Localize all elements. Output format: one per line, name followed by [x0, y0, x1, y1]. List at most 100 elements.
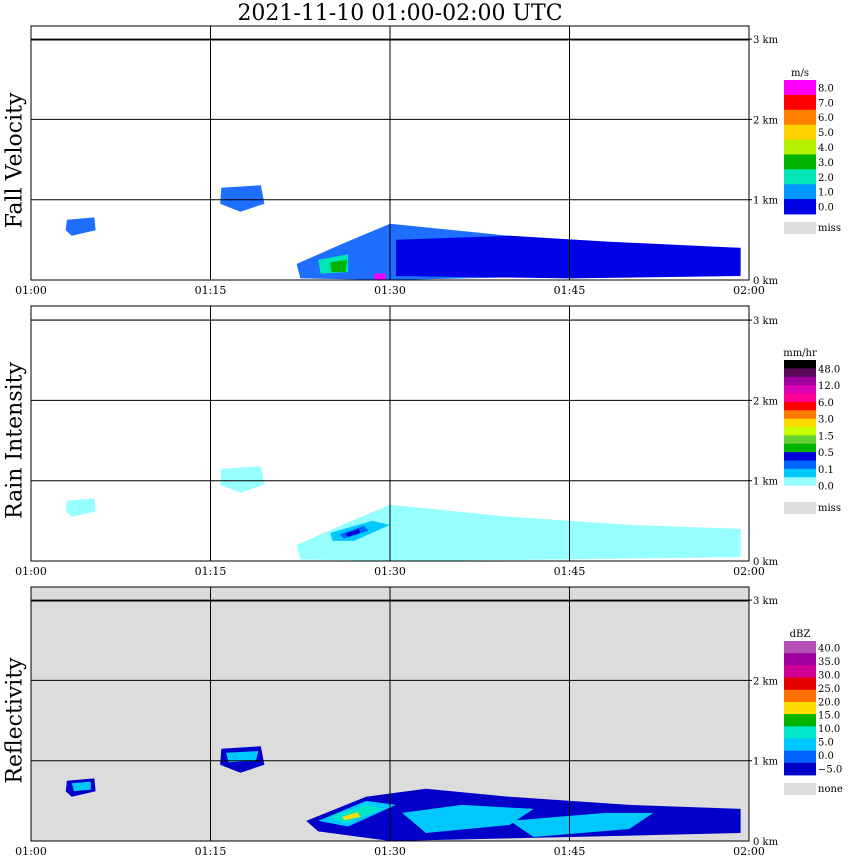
chart-title: 2021-11-10 01:00-02:00 UTC — [237, 1, 563, 26]
panel-3-colorbar-cell — [784, 750, 816, 764]
panel-2-colorbar-missing — [784, 502, 816, 514]
panel-3-xtick-0145: 01:45 — [554, 845, 586, 858]
panel-3-xtick-0130: 01:30 — [374, 845, 406, 858]
panel-1-colorbar-cell — [784, 139, 816, 155]
panel-3-colorbar-cell — [784, 714, 816, 727]
panel-3-xtick-0100: 01:00 — [15, 845, 47, 858]
panel-1-colorbar-missing — [784, 222, 816, 234]
panel-3-colorbar-level: 10.0 — [818, 724, 840, 735]
panel-1-ytick-0: 0 km — [753, 276, 779, 287]
panel-1-colorbar-cell — [784, 94, 816, 111]
panel-2-xtick-0145: 01:45 — [554, 565, 586, 578]
panel-2-xtick-0130: 01:30 — [374, 565, 406, 578]
panel-2-colorbar-cell — [784, 427, 816, 436]
panel-1-echo-1 — [65, 217, 96, 236]
panel-2-colorbar-level: 0.0 — [818, 482, 834, 493]
panel-2-colorbar-cell — [784, 435, 816, 445]
panel-3 — [30, 586, 816, 842]
panel-3-colorbar-level: 35.0 — [818, 657, 840, 668]
panel-1-colorbar-missing-label: miss — [818, 223, 841, 234]
panel-1-colorbar-cell — [784, 124, 816, 140]
panel-1-colorbar-level: 8.0 — [818, 83, 834, 94]
panel-3-echo-2 — [71, 781, 91, 792]
panel-1-colorbar-cell — [784, 154, 816, 170]
panel-2-colorbar-cell — [784, 468, 816, 478]
panel-2-colorbar-cell — [784, 410, 816, 420]
panel-3-colorbar-unit: dBZ — [790, 629, 811, 640]
panel-2-ytick-3: 3 km — [753, 316, 779, 327]
panel-2 — [30, 305, 816, 562]
panel-1-colorbar-cell — [784, 184, 816, 200]
panel-2-colorbar-level: 48.0 — [818, 364, 840, 375]
panel-2-xtick-0200: 02:00 — [733, 565, 765, 578]
panel-2-frame — [30, 305, 750, 562]
panel-3-ytick-0: 0 km — [753, 837, 779, 848]
panel-3-echo-8 — [509, 812, 654, 837]
panel-3-colorbar-cell — [784, 677, 816, 691]
panel-3-colorbar-level: 15.0 — [818, 711, 840, 722]
panel-2-colorbar-cell — [784, 360, 816, 369]
panel-1-xtick-0200: 02:00 — [733, 284, 765, 297]
panel-1-ytick-3: 3 km — [753, 35, 779, 46]
panel-1-xtick-0100: 01:00 — [15, 284, 47, 297]
panel-1-frame — [30, 25, 750, 281]
panel-2-colorbar-level: 3.0 — [818, 415, 834, 426]
panel-3-colorbar-level: 0.0 — [818, 751, 834, 762]
panel-1 — [30, 25, 816, 281]
panel-2-colorbar-level: 12.0 — [818, 381, 840, 392]
panel-2-echo-2 — [220, 466, 265, 493]
panel-2-colorbar-cell — [784, 401, 816, 411]
panel-3-colorbar-level: 25.0 — [818, 684, 840, 695]
panel-3-colorbar-cell — [784, 689, 816, 703]
panel-1-colorbar-level: 1.0 — [818, 188, 834, 199]
panel-2-colorbar-missing-label: miss — [818, 503, 841, 514]
panel-2-colorbar-level: 0.5 — [818, 448, 834, 459]
panel-2-echo-6 — [345, 528, 361, 537]
panel-2-colorbar-cell — [784, 452, 816, 461]
panel-1-xtick-0115: 01:15 — [195, 284, 227, 297]
panel-2-colorbar-cell — [784, 477, 816, 487]
panel-1-colorbar-cell — [784, 169, 816, 185]
panel-2-ytick-2: 2 km — [753, 396, 779, 407]
panel-2-colorbar-cell — [784, 460, 816, 470]
panel-2-colorbar-cell — [784, 443, 816, 453]
panel-1-echo-4 — [396, 235, 741, 279]
panel-3-ytick-1: 1 km — [753, 757, 779, 768]
panel-3-echo-10 — [342, 812, 361, 821]
panel-3-colorbar-cell — [784, 653, 816, 666]
panel-2-colorbar-cell — [784, 368, 816, 378]
panel-2-colorbar-level: 6.0 — [818, 398, 834, 409]
panel-1-echo-6 — [330, 259, 347, 272]
panel-2-echo-3 — [296, 504, 741, 561]
panel-3-colorbar-cell — [784, 738, 816, 752]
panel-2-echo-1 — [65, 498, 96, 517]
panel-3-colorbar-missing-label: none — [818, 784, 843, 795]
panel-3-colorbar-level: −5.0 — [818, 764, 842, 775]
panel-3-xtick-0200: 02:00 — [733, 845, 765, 858]
panel-2-ytick-0: 0 km — [753, 557, 779, 568]
panel-1-colorbar-level: 7.0 — [818, 98, 834, 109]
panel-2-colorbar-unit: mm/hr — [783, 348, 817, 359]
panel-3-ytick-2: 2 km — [753, 676, 779, 687]
panel-3-xtick-0115: 01:15 — [195, 845, 227, 858]
panel-2-colorbar-cell — [784, 393, 816, 403]
panel-1-colorbar-cell — [784, 80, 816, 96]
panel-1-colorbar-level: 3.0 — [818, 158, 834, 169]
panel-2-colorbar-cell — [784, 485, 816, 495]
panel-2-colorbar-cell — [784, 385, 816, 394]
panel-1-xtick-0145: 01:45 — [554, 284, 586, 297]
panel-1-colorbar-level: 6.0 — [818, 113, 834, 124]
panel-3-colorbar-level: 30.0 — [818, 671, 840, 682]
panel-2-xtick-0115: 01:15 — [195, 565, 227, 578]
panel-3-colorbar-level: 40.0 — [818, 644, 840, 655]
panel-3-colorbar-cell — [784, 726, 816, 739]
panel-2-xtick-0100: 01:00 — [15, 565, 47, 578]
panel-3-colorbar-cell — [784, 762, 816, 776]
panel-1-ytick-1: 1 km — [753, 196, 779, 207]
panel-2-colorbar-cell — [784, 376, 816, 386]
panel-1-colorbar-level: 2.0 — [818, 173, 834, 184]
panel-1-xtick-0130: 01:30 — [374, 284, 406, 297]
panel-3-colorbar-level: 20.0 — [818, 697, 840, 708]
panel-3-echo-4 — [226, 751, 259, 763]
